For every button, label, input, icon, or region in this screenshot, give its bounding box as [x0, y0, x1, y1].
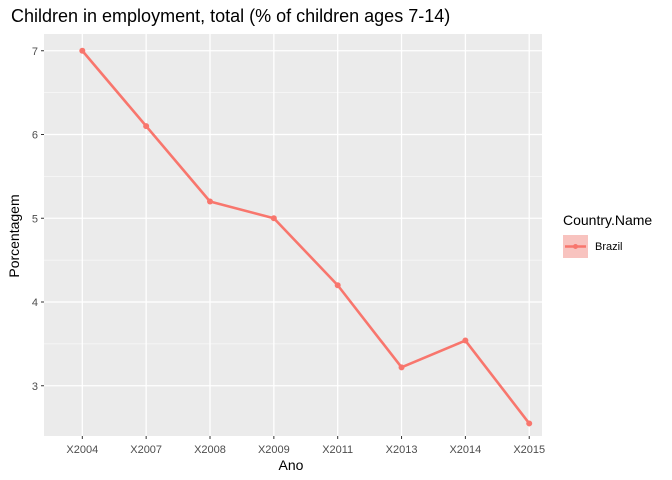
y-axis: 3 4 5 6 7: [32, 46, 44, 393]
y-tick-label: 5: [32, 213, 38, 225]
data-point: [334, 282, 341, 289]
data-point: [398, 364, 405, 371]
legend: Country.Name Brazil: [563, 212, 652, 258]
y-tick-label: 6: [32, 130, 38, 142]
x-tick-label: X2007: [130, 444, 162, 456]
x-tick-label: X2013: [386, 444, 418, 456]
x-axis: X2004 X2007 X2008 X2009 X2011 X2013 X2014 X2015: [66, 436, 545, 456]
chart-title: Children in employment, total (% of chil…: [11, 6, 450, 26]
legend-key-point: [573, 244, 578, 249]
data-point: [270, 215, 277, 222]
x-tick-label: X2008: [194, 444, 226, 456]
y-tick-label: 3: [32, 381, 38, 393]
y-axis-title: Porcentagem: [6, 194, 22, 277]
x-tick-label: X2015: [513, 444, 545, 456]
x-tick-label: X2014: [449, 444, 481, 456]
major-gridlines: [44, 34, 542, 436]
y-tick-label: 4: [32, 297, 38, 309]
series-line-brazil: [81, 49, 531, 425]
series-layer: [79, 47, 533, 427]
x-tick-label: X2011: [322, 444, 353, 456]
legend-title: Country.Name: [563, 212, 652, 228]
data-point: [526, 420, 533, 427]
legend-label-brazil: Brazil: [595, 241, 623, 253]
x-tick-label: X2004: [66, 444, 98, 456]
data-point: [207, 198, 213, 205]
data-point: [462, 337, 469, 344]
plot-panel: [44, 34, 542, 436]
x-tick-label: X2009: [258, 444, 290, 456]
data-point: [143, 123, 150, 130]
x-axis-title: Ano: [279, 457, 304, 473]
data-point: [79, 47, 86, 54]
y-tick-label: 7: [32, 46, 38, 58]
